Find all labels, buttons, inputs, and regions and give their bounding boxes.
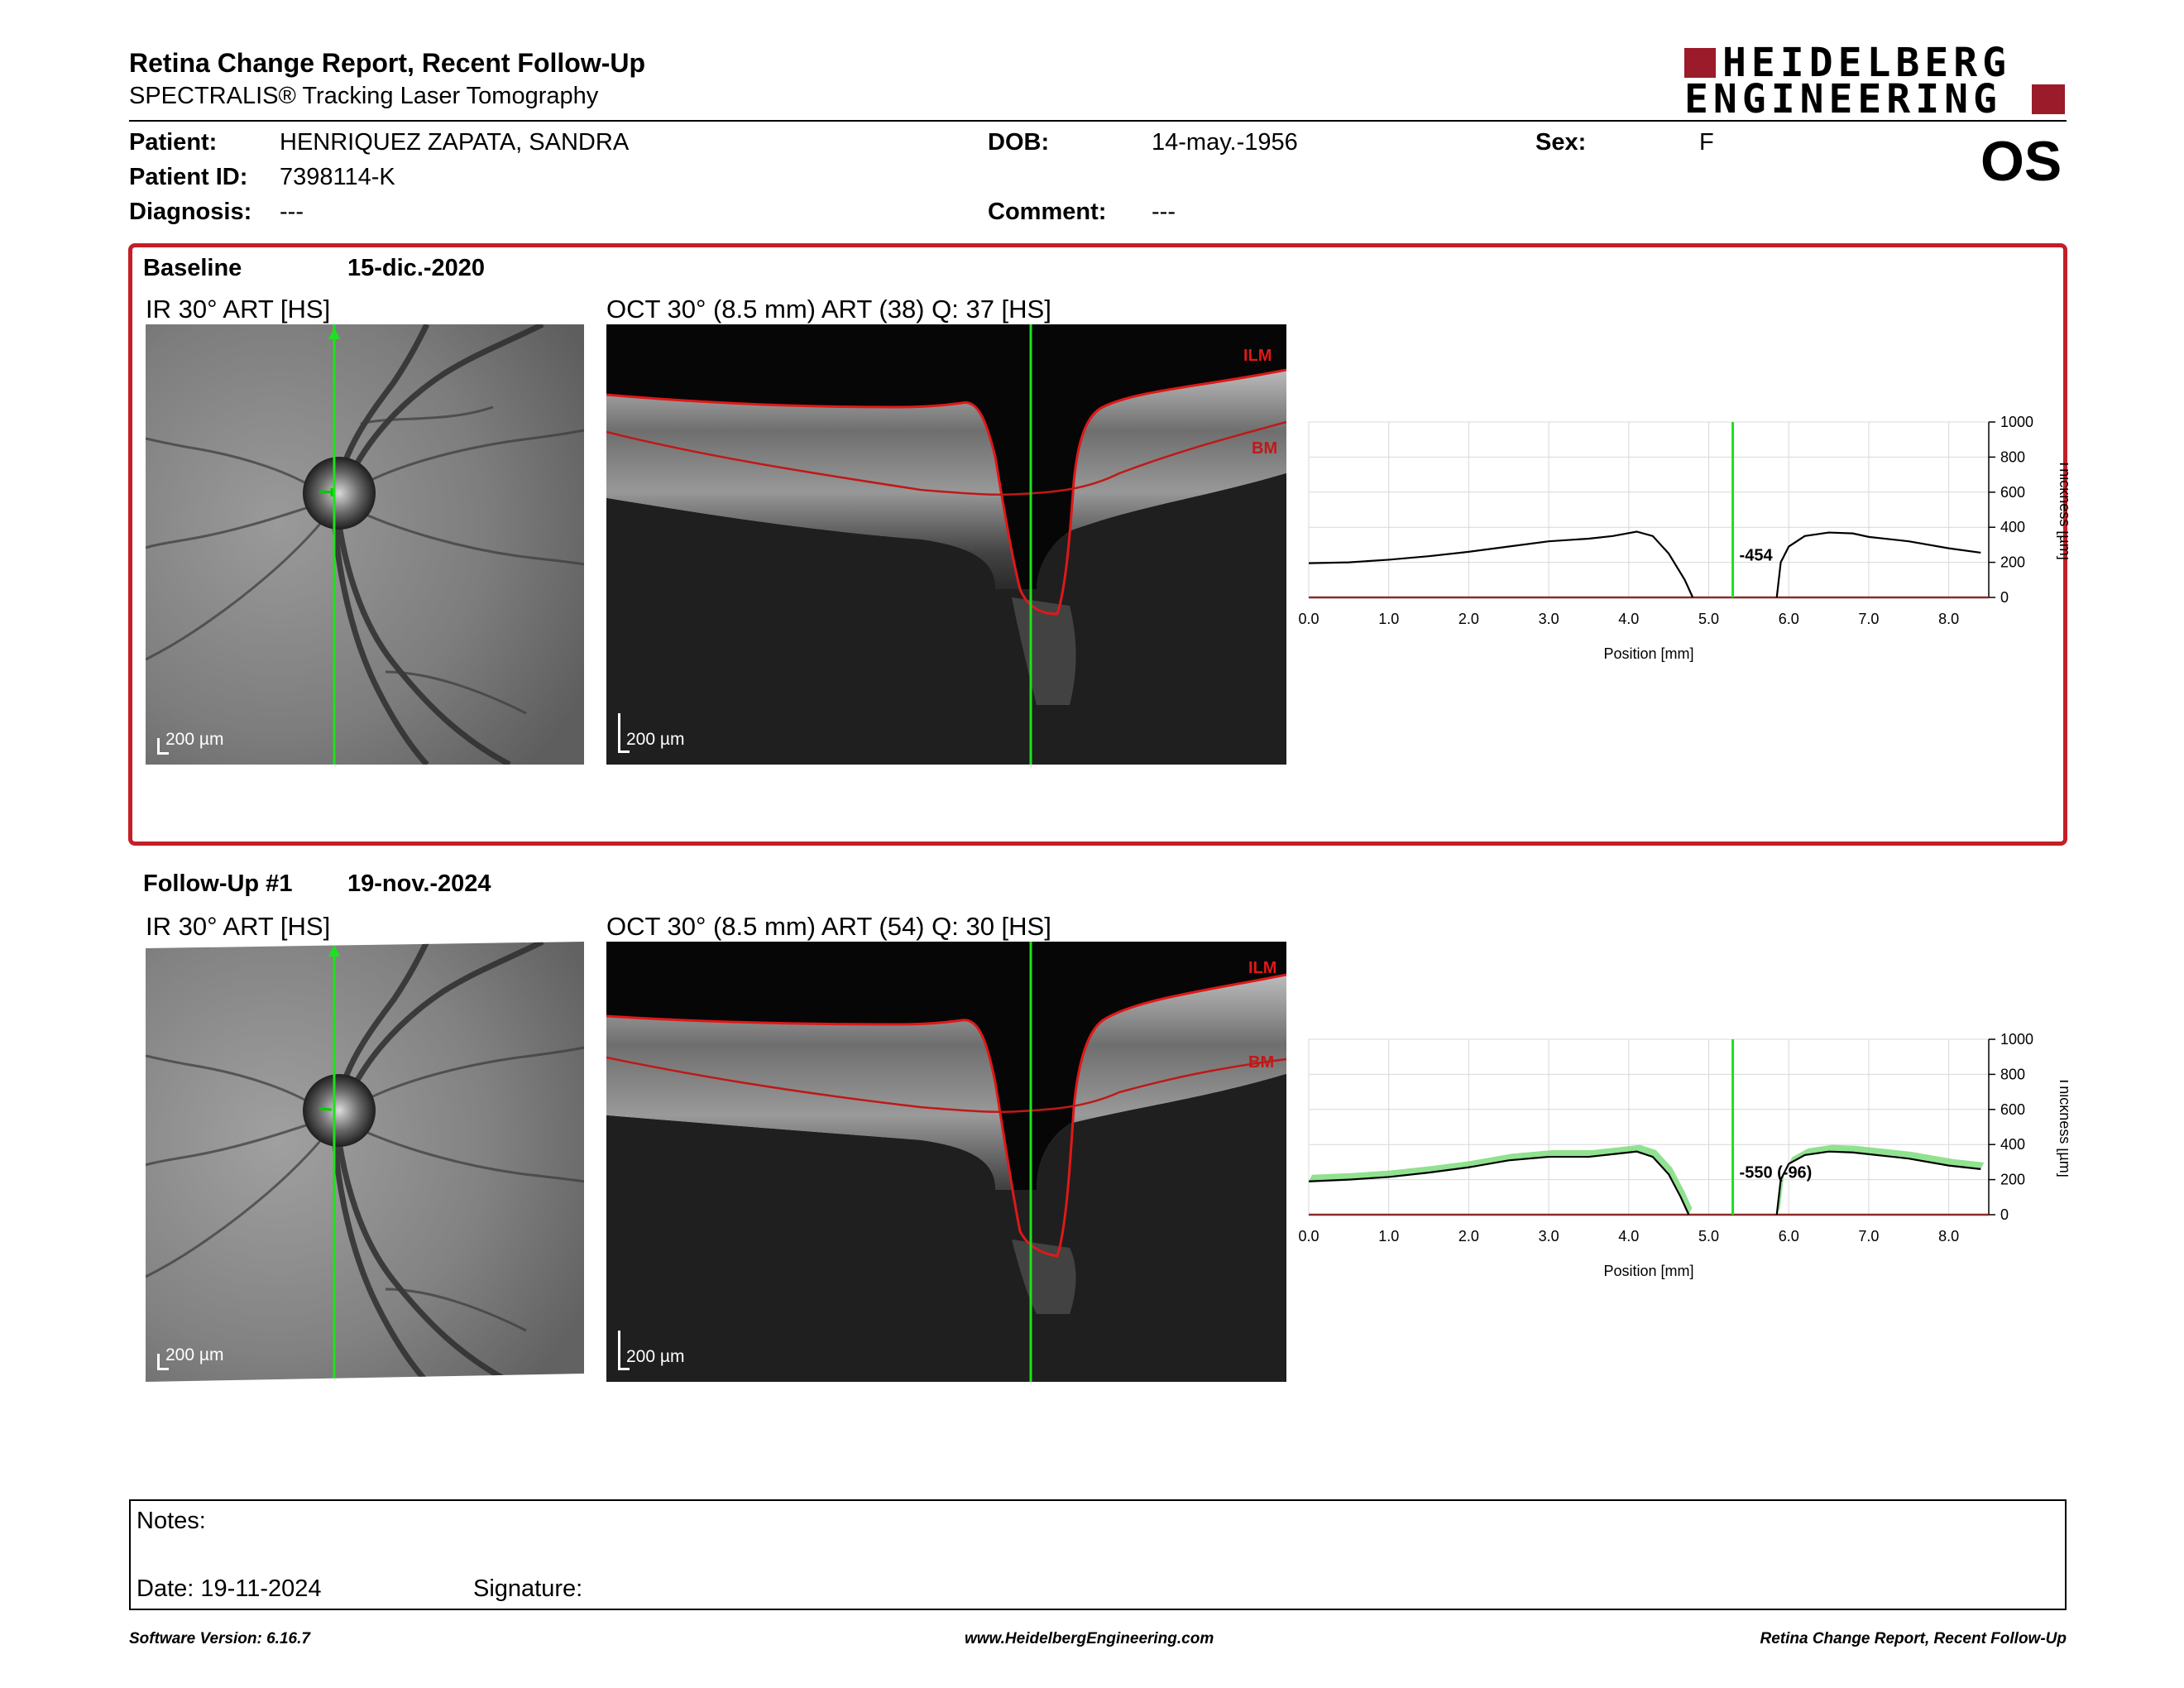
chart-x-tick-label: 5.0 [1698, 1228, 1719, 1244]
chart-x-tick-label: 0.0 [1298, 611, 1319, 627]
chart-x-tick-label: 2.0 [1458, 611, 1479, 627]
comment-value: --- [1152, 199, 1176, 225]
followup-oct-scale-bar: 200 µm [618, 1324, 717, 1370]
followup-oct-bscan-image[interactable]: ILM BM 200 µm [606, 942, 1286, 1382]
patient-id-label: Patient ID: [129, 164, 248, 190]
patient-label: Patient: [129, 129, 218, 156]
baseline-thickness-chart[interactable]: 0.0 1.0 2.0 3.0 4.0 5.0 6.0 7.0 8.0 0 200 400 600 800… [1291, 405, 2073, 670]
followup-bm-label: BM [1248, 1053, 1274, 1072]
chart-y-tick-label: 400 [2000, 519, 2025, 535]
patient-name: HENRIQUEZ ZAPATA, SANDRA [280, 129, 630, 156]
chart-x-tick-label: 1.0 [1378, 1228, 1399, 1244]
baseline-date: 15-dic.-2020 [347, 255, 486, 281]
chart-x-tick-label: 6.0 [1779, 611, 1799, 627]
followup-date: 19-nov.-2024 [347, 870, 491, 897]
baseline-oct-bscan-image[interactable]: ILM BM 200 µm [606, 324, 1286, 765]
chart-series-line [1775, 531, 1981, 598]
chart-x-tick-label: 2.0 [1458, 1228, 1479, 1244]
chart-y-tick-label: 800 [2000, 1066, 2025, 1082]
chart-x-tick-label: 5.0 [1698, 611, 1719, 627]
footer-website-link[interactable]: www.HeidelbergEngineering.com [965, 1630, 1214, 1647]
report-subtitle: SPECTRALIS® Tracking Laser Tomography [129, 83, 599, 109]
diagnosis-value: --- [280, 199, 304, 225]
chart-x-tick-label: 8.0 [1938, 1228, 1959, 1244]
chart-x-tick-label: 8.0 [1938, 611, 1959, 627]
chart-change-band [1309, 1144, 1693, 1215]
baseline-ir-fundus-image[interactable]: 200 µm [146, 324, 584, 765]
chart-x-tick-label: 1.0 [1378, 611, 1399, 627]
chart-y-tick-label: 1000 [2000, 1031, 2033, 1048]
followup-ir-fundus-image[interactable]: 200 µm [146, 942, 584, 1382]
sex-label: Sex: [1535, 129, 1587, 156]
chart-y-axis-label: Thickness [µm] [2057, 1077, 2068, 1177]
heidelberg-logo: HEIDELBERG ENGINEERING [1684, 43, 2067, 119]
followup-ir-scale-bar: 200 µm [157, 1345, 256, 1370]
chart-x-tick-label: 3.0 [1539, 1228, 1559, 1244]
notes-label: Notes: [136, 1508, 206, 1534]
followup-ilm-label: ILM [1248, 959, 1276, 977]
diagnosis-label: Diagnosis: [129, 199, 252, 225]
chart-y-axis-label: Thickness [µm] [2057, 459, 2068, 559]
chart-y-tick-label: 0 [2000, 1206, 2009, 1223]
chart-y-tick-label: 200 [2000, 554, 2025, 571]
chart-x-tick-label: 7.0 [1858, 611, 1879, 627]
baseline-label: Baseline [143, 255, 242, 281]
footer-report-name: Retina Change Report, Recent Follow-Up [1760, 1630, 2067, 1647]
baseline-oct-caption: OCT 30° (8.5 mm) ART (38) Q: 37 [HS] [606, 295, 1051, 324]
patient-id-value: 7398114-K [280, 164, 395, 190]
notes-date: Date: 19-11-2024 [136, 1575, 322, 1602]
chart-y-tick-label: 800 [2000, 448, 2025, 465]
chart-plot-area [1308, 1038, 1990, 1216]
followup-oct-caption: OCT 30° (8.5 mm) ART (54) Q: 30 [HS] [606, 912, 1051, 941]
followup-ir-caption: IR 30° ART [HS] [146, 912, 331, 941]
comment-label: Comment: [988, 199, 1107, 225]
chart-thickness-value: -550 (-96) [1740, 1163, 1813, 1182]
baseline-ir-scale-bar: 200 µm [157, 730, 256, 755]
chart-series-line [1775, 1150, 1981, 1216]
followup-label: Follow-Up #1 [143, 870, 293, 897]
dob-label: DOB: [988, 129, 1050, 156]
chart-y-tick-label: 1000 [2000, 414, 2033, 430]
report-title: Retina Change Report, Recent Follow-Up [129, 48, 646, 78]
chart-thickness-value: -454 [1740, 546, 1774, 564]
chart-y-tick-label: 600 [2000, 484, 2025, 501]
baseline-bm-label: BM [1252, 439, 1277, 458]
baseline-frame [128, 243, 2067, 846]
notes-box[interactable]: Notes: Date: 19-11-2024 Signature: [129, 1499, 2067, 1610]
chart-x-tick-label: 7.0 [1858, 1228, 1879, 1244]
chart-y-tick-label: 200 [2000, 1172, 2025, 1188]
footer-software-version: Software Version: 6.16.7 [129, 1630, 310, 1647]
eye-indicator: OS [1980, 130, 2062, 193]
baseline-ir-caption: IR 30° ART [HS] [146, 295, 331, 324]
chart-x-tick-label: 4.0 [1618, 611, 1639, 627]
followup-thickness-chart[interactable]: 0.0 1.0 2.0 3.0 4.0 5.0 6.0 7.0 8.0 0 200 400 600 800… [1291, 1023, 2073, 1288]
chart-x-tick-label: 0.0 [1298, 1228, 1319, 1244]
chart-y-tick-label: 600 [2000, 1101, 2025, 1118]
chart-x-tick-label: 4.0 [1618, 1228, 1639, 1244]
baseline-ilm-label: ILM [1243, 347, 1272, 365]
chart-x-axis-label: Position [mm] [1603, 645, 1693, 662]
baseline-oct-scale-bar: 200 µm [618, 707, 717, 753]
chart-y-tick-label: 400 [2000, 1136, 2025, 1153]
chart-x-tick-label: 3.0 [1539, 611, 1559, 627]
chart-x-tick-label: 6.0 [1779, 1228, 1799, 1244]
chart-series-line [1308, 530, 1694, 598]
chart-x-axis-label: Position [mm] [1603, 1263, 1693, 1279]
chart-y-tick-label: 0 [2000, 589, 2009, 606]
chart-plot-area [1308, 421, 1990, 598]
chart-series-line [1308, 1150, 1690, 1216]
sex-value: F [1699, 129, 1714, 156]
signature-label: Signature: [473, 1575, 583, 1602]
dob-value: 14-may.-1956 [1152, 129, 1298, 156]
